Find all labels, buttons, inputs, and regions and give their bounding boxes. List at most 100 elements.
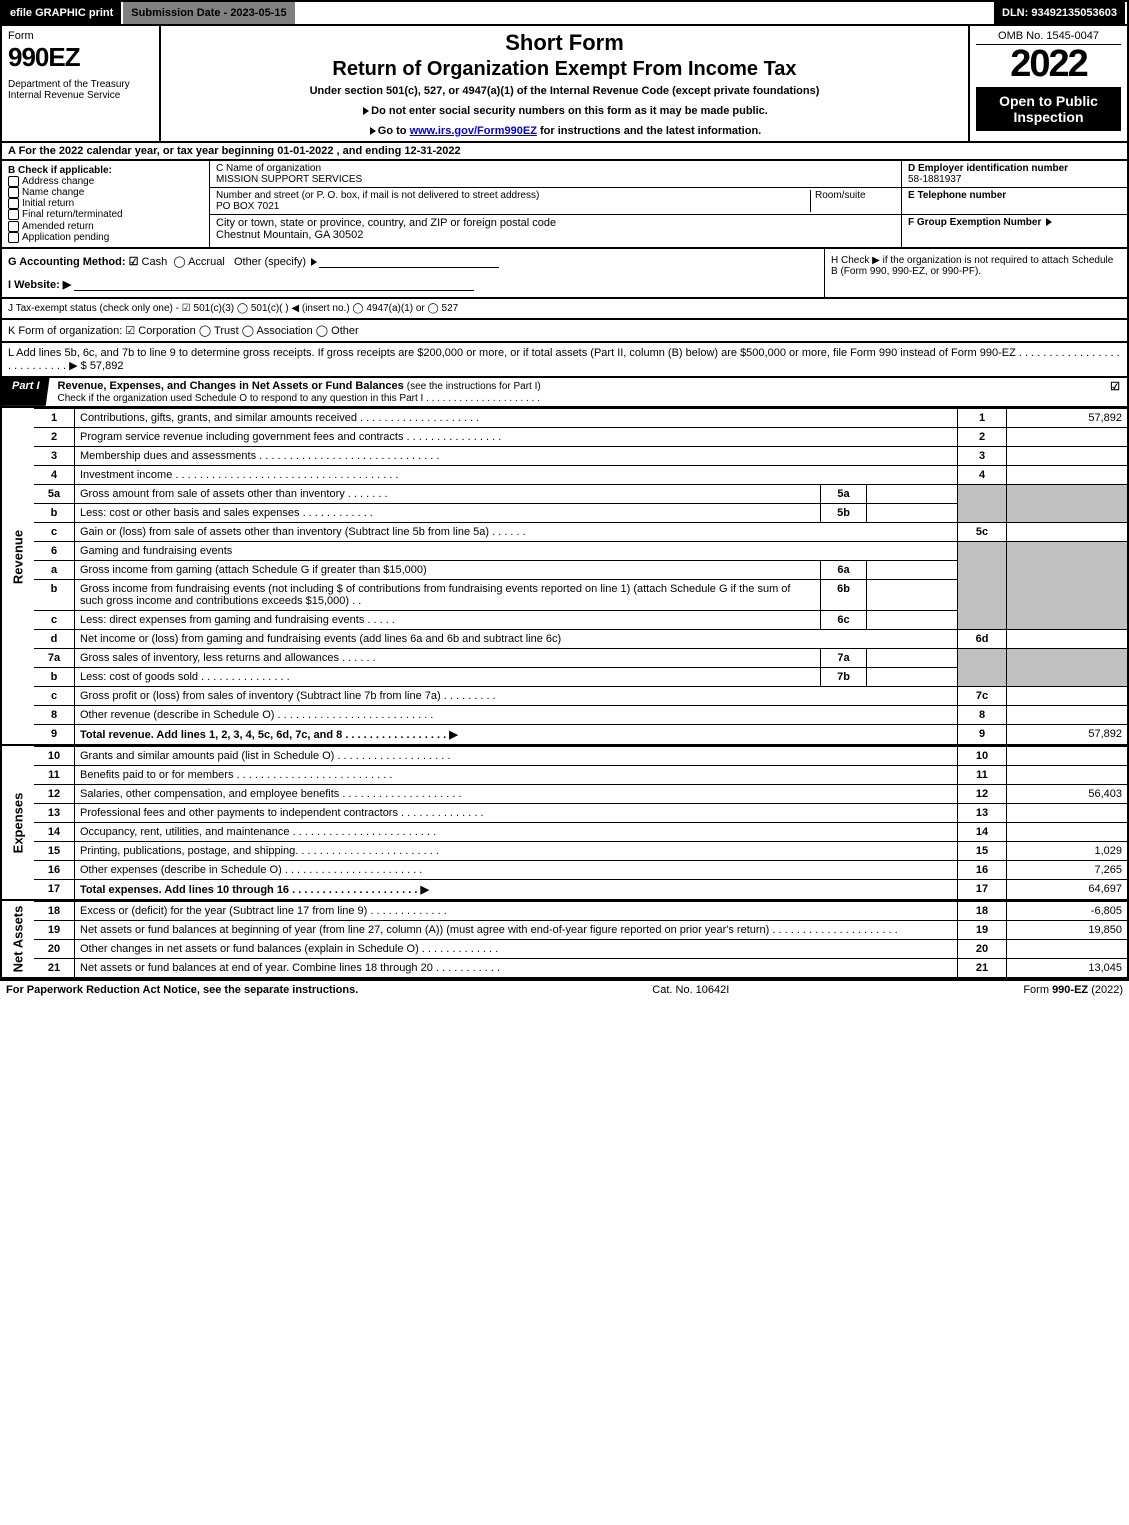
line-desc: Less: direct expenses from gaming and fu…	[75, 610, 821, 629]
city-label: City or town, state or province, country…	[216, 217, 895, 229]
line-desc: Total revenue. Add lines 1, 2, 3, 4, 5c,…	[75, 724, 958, 745]
line-box: 2	[958, 427, 1007, 446]
line-desc: Gross profit or (loss) from sales of inv…	[75, 686, 958, 705]
line-desc: Other revenue (describe in Schedule O) .…	[75, 705, 958, 724]
footer-left: For Paperwork Reduction Act Notice, see …	[6, 984, 358, 996]
triangle-icon	[363, 107, 369, 115]
part-i-title: Revenue, Expenses, and Changes in Net As…	[50, 378, 1103, 406]
form-header: Form 990EZ Department of the Treasury In…	[0, 26, 1129, 143]
gray-box	[958, 484, 1007, 522]
col-b-header: B Check if applicable:	[8, 165, 203, 176]
top-bar: efile GRAPHIC print Submission Date - 20…	[0, 0, 1129, 26]
chk-name-change[interactable]: Name change	[8, 187, 203, 198]
line-box: 8	[958, 705, 1007, 724]
phone-label: E Telephone number	[908, 190, 1121, 201]
efile-print-button[interactable]: efile GRAPHIC print	[2, 2, 123, 24]
goto-pre: Go to	[378, 125, 410, 137]
sub-box: 7a	[821, 648, 867, 667]
subtitle: Under section 501(c), 527, or 4947(a)(1)…	[167, 85, 962, 97]
line-box: 5c	[958, 522, 1007, 541]
line-desc: Professional fees and other payments to …	[75, 803, 958, 822]
tax-year: 2022	[976, 45, 1121, 83]
line-amount: 64,697	[1007, 879, 1129, 900]
header-right: OMB No. 1545-0047 2022 Open to Public In…	[970, 26, 1127, 141]
blank-vlabel	[1, 705, 34, 724]
line-box: 18	[958, 901, 1007, 920]
chk-initial-return[interactable]: Initial return	[8, 198, 203, 209]
line-amount	[1007, 629, 1129, 648]
line-desc: Grants and similar amounts paid (list in…	[75, 746, 958, 765]
line-num: 13	[34, 803, 75, 822]
col-def: D Employer identification number 58-1881…	[902, 161, 1127, 247]
line-desc: Benefits paid to or for members . . . . …	[75, 765, 958, 784]
line-num: 4	[34, 465, 75, 484]
sub-amount	[867, 503, 958, 522]
open-to-public: Open to Public Inspection	[976, 87, 1121, 131]
line-amount: 13,045	[1007, 958, 1129, 978]
line-box: 14	[958, 822, 1007, 841]
org-name: MISSION SUPPORT SERVICES	[216, 174, 895, 185]
line-box: 3	[958, 446, 1007, 465]
part-i-checkbox[interactable]: ☑	[1103, 378, 1127, 406]
org-name-cell: C Name of organization MISSION SUPPORT S…	[210, 161, 901, 188]
line-amount	[1007, 822, 1129, 841]
line-num: 21	[34, 958, 75, 978]
line-num: 20	[34, 939, 75, 958]
line-desc: Gross amount from sale of assets other t…	[75, 484, 821, 503]
line-desc: Printing, publications, postage, and shi…	[75, 841, 958, 860]
line-amount: 7,265	[1007, 860, 1129, 879]
line-box: 17	[958, 879, 1007, 900]
line-box: 12	[958, 784, 1007, 803]
sub-amount	[867, 610, 958, 629]
title-return: Return of Organization Exempt From Incom…	[167, 58, 962, 81]
form-word: Form	[8, 30, 153, 42]
line-desc: Gross income from fundraising events (no…	[75, 579, 821, 610]
line-desc: Gain or (loss) from sale of assets other…	[75, 522, 958, 541]
goto-post: for instructions and the latest informat…	[537, 125, 761, 137]
line-box: 4	[958, 465, 1007, 484]
city-value: Chestnut Mountain, GA 30502	[216, 229, 895, 241]
line-num: 18	[34, 901, 75, 920]
row-a-tax-year: A For the 2022 calendar year, or tax yea…	[0, 143, 1129, 161]
col-c-org-info: C Name of organization MISSION SUPPORT S…	[210, 161, 902, 247]
sub-box: 5a	[821, 484, 867, 503]
line-desc: Investment income . . . . . . . . . . . …	[75, 465, 958, 484]
line-box: 13	[958, 803, 1007, 822]
line-num: 11	[34, 765, 75, 784]
line-box: 10	[958, 746, 1007, 765]
sub-amount	[867, 560, 958, 579]
line-num: b	[34, 667, 75, 686]
line-amount	[1007, 446, 1129, 465]
line-num: 15	[34, 841, 75, 860]
accounting-method: G Accounting Method: ☑ Cash ◯ Accrual Ot…	[8, 255, 818, 268]
line-num: 14	[34, 822, 75, 841]
chk-application-pending[interactable]: Application pending	[8, 232, 203, 243]
line-num: 17	[34, 879, 75, 900]
line-desc: Membership dues and assessments . . . . …	[75, 446, 958, 465]
sub-amount	[867, 648, 958, 667]
form-number: 990EZ	[8, 42, 153, 73]
page-footer: For Paperwork Reduction Act Notice, see …	[0, 979, 1129, 999]
chk-final-return[interactable]: Final return/terminated	[8, 209, 203, 220]
line-amount	[1007, 803, 1129, 822]
ssn-warning: Do not enter social security numbers on …	[167, 105, 962, 117]
top-spacer	[297, 2, 994, 24]
gray-amount	[1007, 484, 1129, 522]
line-amount	[1007, 939, 1129, 958]
line-desc: Occupancy, rent, utilities, and maintena…	[75, 822, 958, 841]
line-desc: Other expenses (describe in Schedule O) …	[75, 860, 958, 879]
line-box: 19	[958, 920, 1007, 939]
line-num: 7a	[34, 648, 75, 667]
header-center: Short Form Return of Organization Exempt…	[161, 26, 970, 141]
line-desc: Contributions, gifts, grants, and simila…	[75, 408, 958, 427]
chk-amended-return[interactable]: Amended return	[8, 221, 203, 232]
line-amount	[1007, 522, 1129, 541]
ein-cell: D Employer identification number 58-1881…	[902, 161, 1127, 188]
irs-link[interactable]: www.irs.gov/Form990EZ	[410, 125, 537, 137]
line-desc: Other changes in net assets or fund bala…	[75, 939, 958, 958]
line-amount: 1,029	[1007, 841, 1129, 860]
line-desc: Net assets or fund balances at end of ye…	[75, 958, 958, 978]
room-suite-label: Room/suite	[810, 190, 895, 212]
line-num: 1	[34, 408, 75, 427]
chk-address-change[interactable]: Address change	[8, 176, 203, 187]
